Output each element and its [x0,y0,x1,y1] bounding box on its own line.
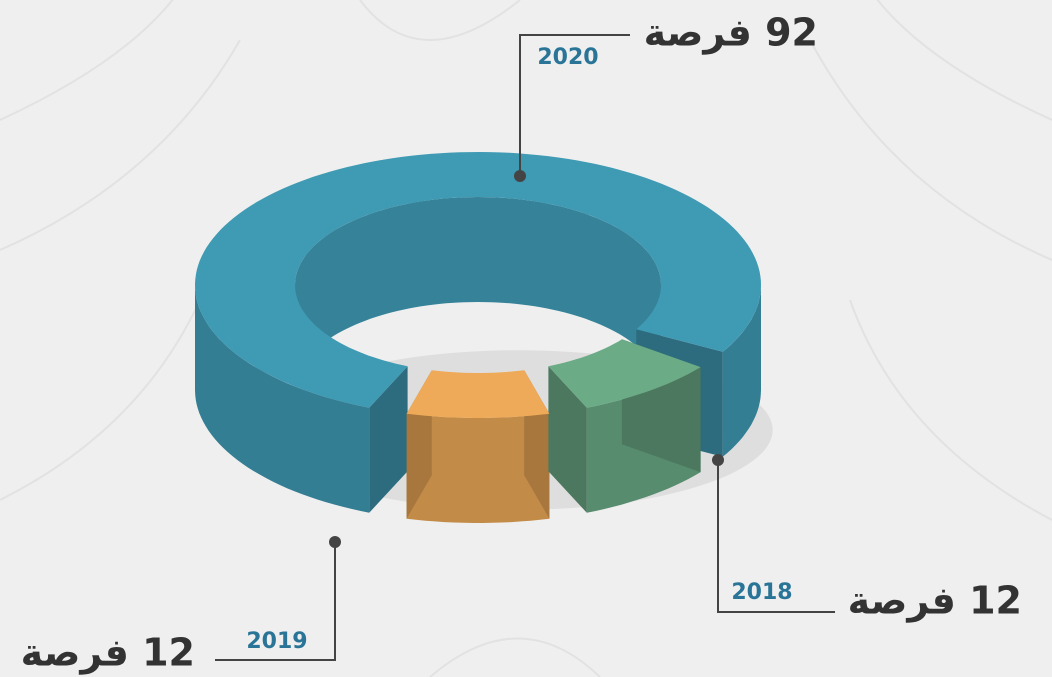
end-cap [548,366,587,513]
value-label: 12 فرصة [848,579,1022,623]
outer-wall [195,285,370,513]
segment-top [406,370,550,418]
year-label: 2018 [731,580,792,605]
year-label: 2019 [246,629,307,654]
leader-dot [712,454,724,466]
value-label: 12 فرصة [21,631,195,675]
inner-wall [295,197,661,390]
year-label: 2020 [537,45,598,70]
outer-wall [406,413,550,523]
leader-line [519,34,630,176]
leader-line [215,542,336,661]
segment-top [195,152,761,408]
tops [195,152,761,418]
leader-line [717,460,835,613]
leader-dot [329,536,341,548]
outer-wall [722,285,761,457]
leader-dot [514,170,526,182]
donut [195,152,773,523]
segment-top [548,339,701,408]
end-cap [369,366,408,513]
value-label: 92 فرصة [644,11,818,55]
